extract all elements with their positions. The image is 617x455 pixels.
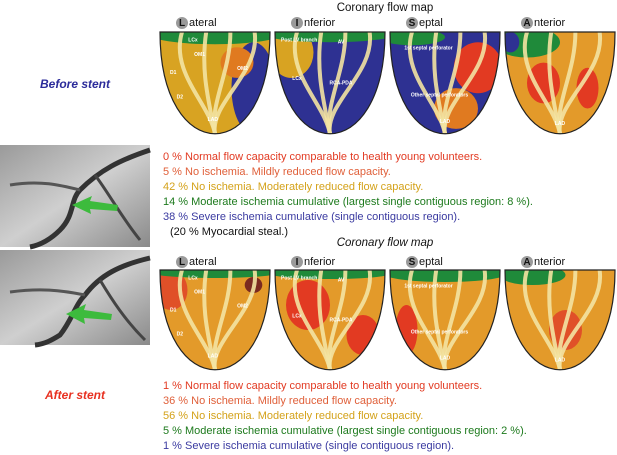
- map-title: Coronary flow map: [337, 2, 434, 14]
- angiogram-after: [0, 250, 151, 348]
- artery-label: LAD: [440, 119, 451, 125]
- artery-label: D1: [170, 307, 177, 313]
- artery-label: OM2: [237, 66, 248, 72]
- artery-label: LCx: [188, 275, 198, 281]
- view-name: ateral: [189, 256, 217, 268]
- finding: 0 % Normal flow capacity comparable to h…: [163, 151, 482, 163]
- view-initial: A: [523, 257, 530, 268]
- artery-label: AV: [338, 40, 345, 46]
- finding: 5 % Moderate ischemia cumulative (larges…: [163, 425, 527, 437]
- artery-label: RCA-PDA: [329, 80, 352, 86]
- angiogram-before: [0, 145, 151, 250]
- artery: [327, 270, 372, 370]
- artery-label: Other septal perforators: [411, 329, 468, 335]
- view-initial: L: [179, 257, 185, 268]
- artery: [442, 270, 487, 370]
- flow-map: [505, 32, 615, 134]
- finding: 14 % Moderate ischemia cumulative (large…: [163, 196, 533, 208]
- artery-label: Other septal perforators: [411, 93, 468, 99]
- view-initial: L: [179, 18, 185, 29]
- artery: [442, 32, 487, 134]
- artery-label: OM2: [237, 303, 248, 309]
- map-region: [576, 67, 599, 109]
- view-initial: I: [296, 257, 299, 268]
- panel-caption: After stent: [44, 388, 106, 402]
- artery-label: LAD: [555, 121, 566, 127]
- view-initial-badge: [291, 17, 303, 29]
- map-outline: [274, 31, 386, 135]
- view-name: nferior: [304, 256, 336, 268]
- view-initial-badge: [406, 256, 418, 268]
- view-initial: I: [296, 18, 299, 29]
- view-initial-badge: [521, 17, 533, 29]
- artery-label: LAD: [440, 355, 451, 361]
- artery: [212, 270, 257, 370]
- artery-label: D2: [177, 331, 184, 337]
- view-name: eptal: [419, 256, 443, 268]
- artery-label: Post LV branch: [281, 37, 317, 43]
- map-outline: [159, 269, 271, 371]
- view-initial-badge: [176, 17, 188, 29]
- artery-label: OM1: [194, 52, 205, 58]
- map-region: [390, 270, 500, 282]
- finding: 5 % No ischemia. Mildly reduced flow cap…: [163, 166, 391, 178]
- artery-label: LAD: [208, 353, 219, 359]
- artery-label: LAD: [555, 357, 566, 363]
- map-outline: [504, 31, 616, 135]
- artery-label: RCA-PDA: [329, 317, 352, 323]
- finding: 1 % Normal flow capacity comparable to h…: [163, 380, 482, 392]
- artery: [557, 32, 602, 134]
- artery-label: D1: [170, 70, 177, 76]
- artery-label: LCx: [292, 313, 302, 319]
- panel-caption: Before stent: [40, 77, 111, 91]
- map-outline: [159, 31, 271, 135]
- finding: 36 % No ischemia. Mildly reduced flow ca…: [163, 395, 397, 407]
- artery: [557, 270, 602, 370]
- view-initial: A: [523, 18, 530, 29]
- map-outline: [389, 269, 501, 371]
- artery-label: D2: [177, 95, 184, 101]
- map-region: [505, 270, 566, 285]
- map-outline: [504, 269, 616, 371]
- map-outline: [389, 31, 501, 135]
- artery-label: Post LV branch: [281, 275, 317, 281]
- artery: [327, 32, 372, 134]
- artery-label: OM1: [194, 289, 205, 295]
- view-name: ateral: [189, 17, 217, 29]
- flow-map: [505, 270, 615, 370]
- view-initial: S: [409, 18, 416, 29]
- view-initial-badge: [291, 256, 303, 268]
- finding: 1 % Severe ischemia cumulative (single c…: [163, 440, 454, 452]
- artery-label: LCx: [292, 76, 302, 82]
- flow-map: [390, 270, 500, 370]
- finding: 42 % No ischemia. Moderately reduced flo…: [163, 181, 423, 193]
- view-initial-badge: [176, 256, 188, 268]
- artery: [212, 32, 257, 134]
- finding: 56 % No ischemia. Moderately reduced flo…: [163, 410, 423, 422]
- view-name: nferior: [304, 17, 336, 29]
- artery-label: AV: [338, 277, 345, 283]
- view-name: nterior: [534, 256, 566, 268]
- finding: 38 % Severe ischemia cumulative (single …: [163, 211, 460, 223]
- map-title: Coronary flow map: [337, 237, 434, 249]
- map-outline: [274, 269, 386, 371]
- artery-label: LAD: [208, 117, 219, 123]
- view-initial: S: [409, 257, 416, 268]
- map-region: [505, 32, 520, 53]
- view-name: nterior: [534, 17, 566, 29]
- view-initial-badge: [406, 17, 418, 29]
- artery-label: 1st septal perforator: [404, 283, 452, 289]
- artery-label: 1st septal perforator: [404, 46, 452, 52]
- view-initial-badge: [521, 256, 533, 268]
- artery-label: LCx: [188, 37, 198, 43]
- view-name: eptal: [419, 17, 443, 29]
- finding-note: (20 % Myocardial steal.): [170, 226, 288, 238]
